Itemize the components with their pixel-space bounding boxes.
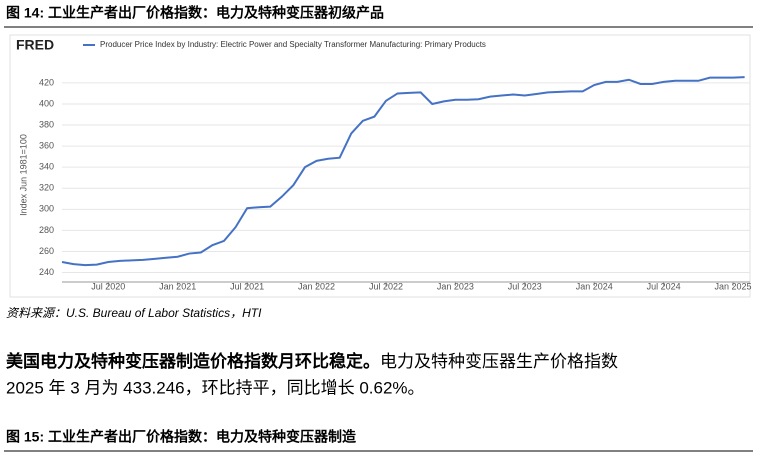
plot: 240 260 280 300 320 340 360 380 400 420 Jul 2020 Ja…	[39, 76, 752, 291]
logo: FRED	[16, 37, 54, 53]
y-tick-label: 240	[39, 267, 54, 277]
chart-frame	[9, 34, 751, 298]
paragraph-text: 电力及特种变压器生产价格指数	[380, 352, 618, 371]
y-axis-label: Index Jun 1981=100	[18, 134, 28, 216]
x-tick-label: Jan 2022	[298, 281, 335, 291]
x-tick-label: Jul 2023	[508, 281, 542, 291]
line	[61, 76, 745, 267]
y-tick-label: 280	[39, 225, 54, 235]
x-tick-label: Jan 2021	[159, 281, 196, 291]
y-tick-label: 300	[39, 204, 54, 214]
source: 资料来源：U.S. Bureau of Labor Statistics，HTI	[6, 306, 262, 320]
figure-caption: 图 14: 工业生产者出厂价格指数：电力及特种变压器初级产品	[6, 5, 384, 21]
x-tick-label: Jul 2024	[647, 281, 681, 291]
y-tick-label: 340	[39, 162, 54, 172]
y-tick-label: 360	[39, 140, 54, 150]
x-tick-label: Jan 2025	[715, 281, 752, 291]
legend-entry: Producer Price Index by Industry: Electr…	[100, 40, 486, 49]
figure-caption: 图 15: 工业生产者出厂价格指数：电力及特种变压器制造	[6, 429, 356, 445]
x-tick-label: Jan 2023	[437, 281, 474, 291]
x-tick-label: Jul 2021	[230, 281, 264, 291]
x-tick-label: Jan 2024	[576, 281, 613, 291]
paragraph-line: 2025 年 3 月为 433.246，环比持平，同比增长 0.62%。	[6, 378, 425, 397]
y-tick-label: 380	[39, 119, 54, 129]
x-tick-label: Jul 2022	[369, 281, 403, 291]
y-tick-label: 320	[39, 183, 54, 193]
paragraph-bold: 美国电力及特种变压器制造价格指数月环比稳定。	[6, 351, 380, 371]
x-tick-label: Jul 2020	[91, 281, 125, 291]
y-tick-label: 260	[39, 246, 54, 256]
y-tick-label: 420	[39, 77, 54, 87]
y-tick-label: 400	[39, 98, 54, 108]
paragraph: 美国电力及特种变压器制造价格指数月环比稳定。电力及特种变压器生产价格指数	[6, 351, 618, 371]
